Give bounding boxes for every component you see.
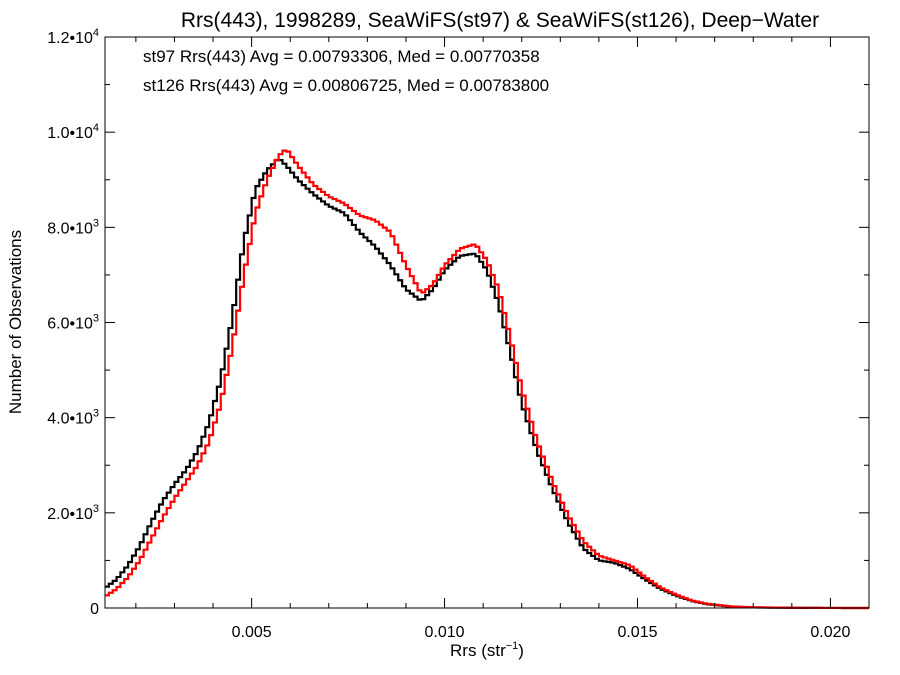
y-tick-label: 4.0•103 (47, 408, 99, 428)
x-axis-label-superscript: −1 (506, 640, 519, 652)
chart-title: Rrs(443), 1998289, SeaWiFS(st97) & SeaWi… (181, 9, 819, 32)
x-tick-label: 0.020 (810, 624, 850, 641)
x-tick-label: 0.015 (617, 624, 657, 641)
annotation-line-1: st97 Rrs(443) Avg = 0.00793306, Med = 0.… (143, 47, 540, 66)
series-layer (105, 149, 869, 610)
x-axis-label-end: ) (518, 641, 524, 660)
x-axis: 0.005 0.010 0.015 0.020 (135, 37, 870, 641)
y-axis-label: Number of Observations (6, 230, 25, 414)
x-tick-label: 0.010 (425, 624, 465, 641)
y-tick-label: 1.0•104 (47, 122, 99, 142)
x-axis-label: Rrs (str−1) (450, 640, 524, 660)
annotation-line-2: st126 Rrs(443) Avg = 0.00806725, Med = 0… (143, 76, 549, 95)
annotations: st97 Rrs(443) Avg = 0.00793306, Med = 0.… (143, 47, 549, 95)
y-tick-label: 8.0•103 (47, 217, 99, 237)
y-tick-label: 2.0•103 (47, 503, 99, 523)
y-tick-label: 6.0•103 (47, 313, 99, 333)
x-axis-label-main: Rrs (str (450, 641, 506, 660)
y-axis: 0 2.0•103 4.0•103 6.0•103 8.0•103 1.0•104 1.2•… (47, 27, 869, 618)
x-tick-label: 0.005 (232, 624, 272, 641)
y-tick-label: 1.2•104 (47, 27, 99, 47)
series-2-line (105, 149, 869, 610)
y-tick-label: 0 (90, 601, 99, 618)
